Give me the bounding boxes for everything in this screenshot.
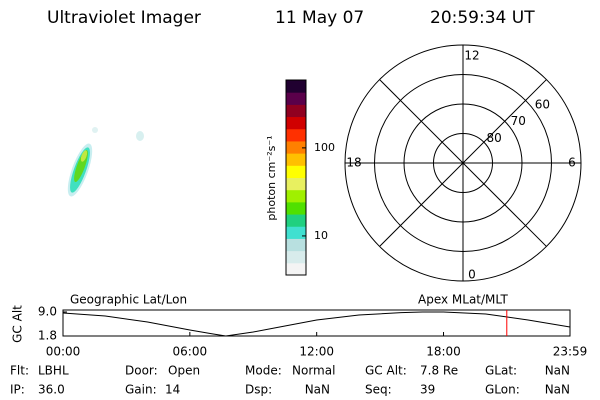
time: 20:59:34 UT [430, 8, 535, 28]
colorbar-cell [286, 140, 306, 154]
date: 11 May 07 [275, 8, 364, 28]
info-panel: Flt: LBHL Door: Open Mode: Normal GC Alt: 7.8 R… [10, 364, 570, 397]
colorbar-cell [286, 226, 306, 239]
x-tick-label: 00:00 [46, 345, 81, 359]
altitude-chart: Geographic Lat/Lon Apex MLat/MLT GC Alt 1.8… [11, 293, 588, 359]
mlt-label: 0 [468, 268, 476, 282]
colorbar-cell [286, 153, 306, 166]
colorbar-cell [286, 250, 306, 264]
lat-ring [433, 133, 493, 193]
info-value: NaN [545, 364, 570, 378]
info-value: Normal [292, 364, 335, 378]
y-axis-label: GC Alt [11, 305, 25, 343]
info-label: Dsp: [245, 383, 272, 397]
x-tick-label: 23:59 [553, 345, 588, 359]
y-tick-label: 9.0 [38, 305, 57, 319]
colorbar-cell [286, 189, 306, 203]
x-tick-label: 06:00 [173, 345, 208, 359]
lat-ring [403, 103, 523, 223]
colorbar-label: photon cm⁻²s⁻¹ [265, 135, 278, 220]
x-tick-label: 12:00 [299, 345, 334, 359]
info-label: Mode: [245, 364, 282, 378]
colorbar: 10 100 [285, 79, 335, 276]
info-label: Gain: [125, 383, 157, 397]
altitude-line [62, 311, 571, 337]
info-label: Flt: [10, 364, 29, 378]
info-value: 39 [420, 383, 435, 397]
info-label: IP: [10, 383, 25, 397]
colorbar-frame [285, 79, 307, 276]
info-value: 36.0 [38, 383, 65, 397]
info-value: 14 [165, 383, 180, 397]
colorbar-cell [286, 92, 306, 105]
blob [136, 131, 144, 141]
y-tick-label: 1.8 [38, 329, 57, 343]
x-tick-label: 18:00 [426, 345, 461, 359]
info-value: NaN [545, 383, 570, 397]
info-value: Open [168, 364, 200, 378]
blob [92, 127, 98, 133]
colorbar-cell [286, 165, 306, 178]
colorbar-cell [286, 262, 306, 276]
chart-title-right: Apex MLat/MLT [418, 293, 508, 307]
polar-plot: 60 70 80 0 6 12 18 [344, 44, 582, 282]
blob [80, 150, 88, 162]
mlt-label: 18 [346, 156, 361, 170]
title: Ultraviolet Imager [47, 8, 201, 28]
info-label: GC Alt: [365, 364, 407, 378]
lat-label: 80 [486, 131, 501, 145]
colorbar-cell [286, 80, 306, 93]
colorbar-cell [286, 104, 306, 118]
info-value: 7.8 Re [420, 364, 458, 378]
info-value: NaN [305, 383, 330, 397]
chart-title-left: Geographic Lat/Lon [70, 293, 187, 307]
colorbar-cell [286, 177, 306, 191]
mlt-label: 6 [568, 156, 576, 170]
colorbar-tick-label: 100 [314, 141, 335, 154]
colorbar-cell [286, 201, 306, 215]
info-label: GLat: [485, 364, 517, 378]
lat-ring [374, 74, 552, 252]
aurora-image [67, 127, 144, 197]
info-label: Seq: [365, 383, 392, 397]
info-label: GLon: [485, 383, 520, 397]
mlt-label: 12 [464, 49, 479, 63]
info-label: Door: [125, 364, 158, 378]
colorbar-cell [286, 128, 306, 142]
lat-label: 60 [535, 97, 550, 111]
colorbar-tick-label: 10 [314, 229, 328, 242]
colorbar-cell [286, 214, 306, 227]
info-value: LBHL [38, 364, 69, 378]
colorbar-cell [286, 116, 306, 130]
colorbar-cell [286, 238, 306, 252]
lat-label: 70 [511, 114, 526, 128]
